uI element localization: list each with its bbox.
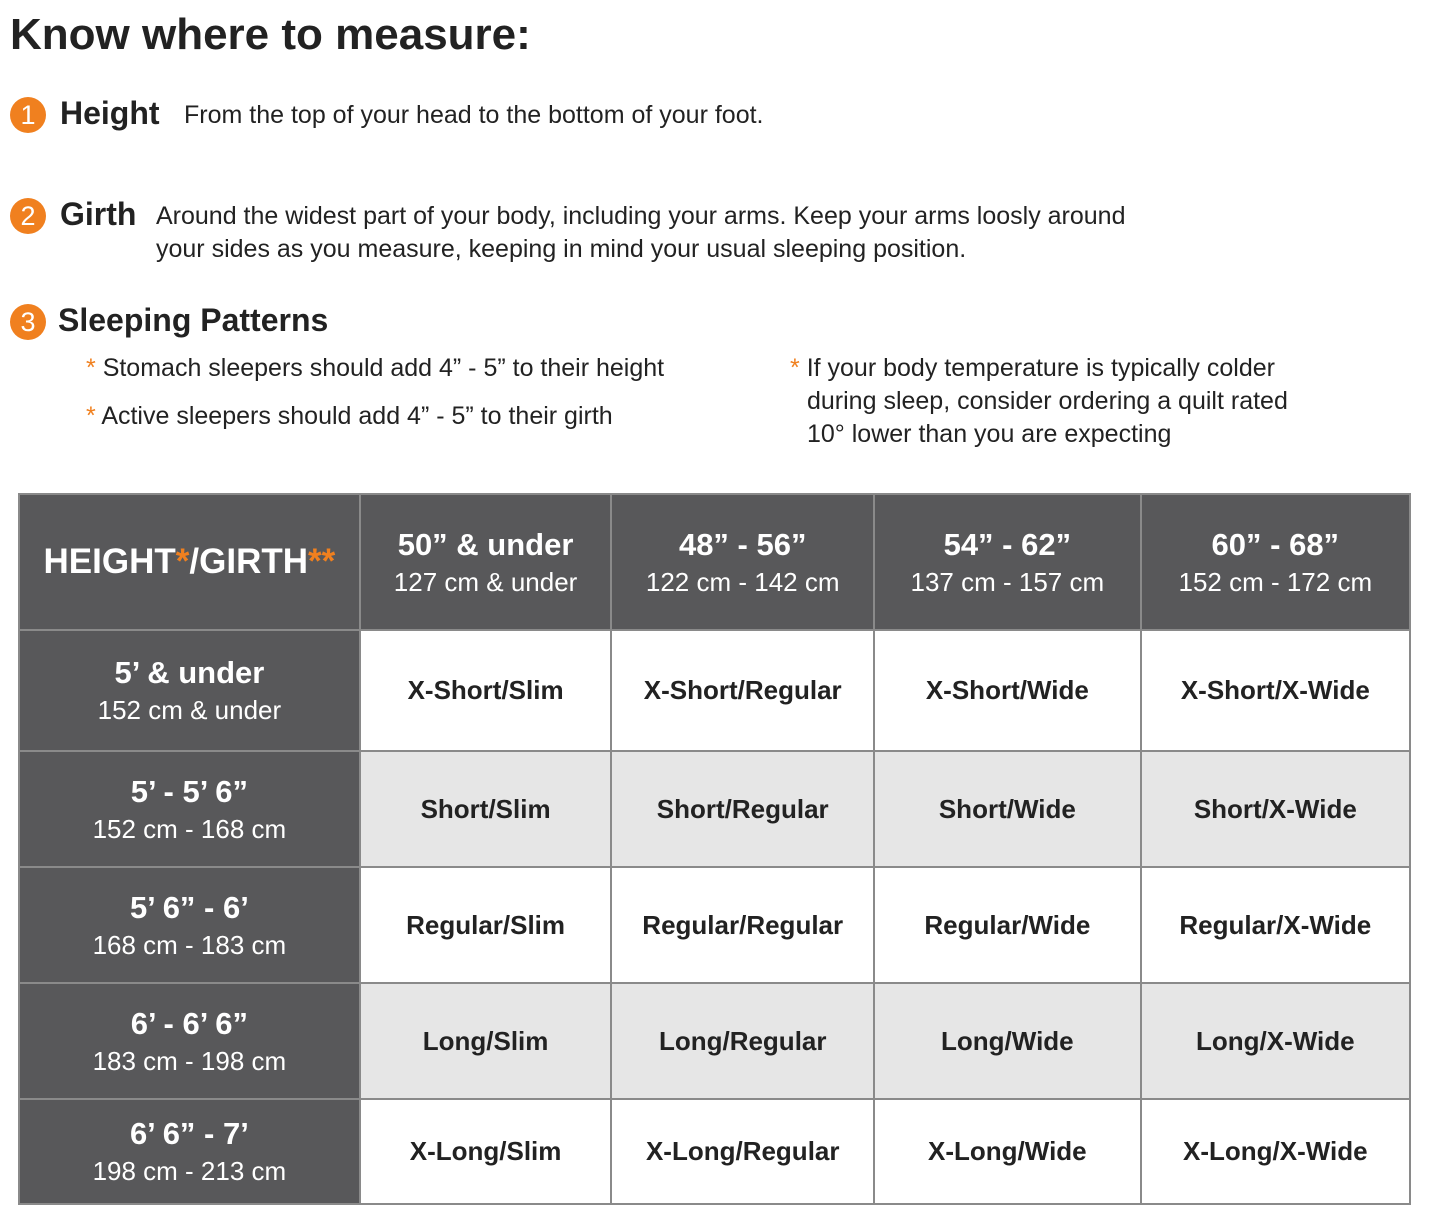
note-stomach: * Stomach sleepers should add 4” - 5” to… [86,352,664,385]
table-row: 5’ - 5’ 6” 152 cm - 168 cm Short/Slim Short… [18,750,1412,868]
header-row: HEIGHT*/GIRTH** 50” & under 127 cm & unde… [18,493,1412,631]
row-cm: 168 cm - 183 cm [92,929,287,960]
size-chart-table: HEIGHT*/GIRTH** 50” & under 127 cm & unde… [18,493,1412,1205]
column-cm: 137 cm - 157 cm [910,566,1105,597]
size-cell: X-Long/X-Wide [1139,1098,1412,1205]
size-cell: Short/Regular [610,750,876,868]
corner-star2: ** [308,542,336,581]
corner-girth: /GIRTH [189,542,308,581]
step-number-3: 3 [10,304,46,340]
table-row: 6’ 6” - 7’ 198 cm - 213 cm X-Long/Slim X-Lo… [18,1098,1412,1205]
step-text-height: From the top of your head to the bottom … [184,101,764,129]
note-cold: * If your body temperature is typically … [790,352,1288,451]
step-number-2: 2 [10,198,46,234]
size-cell: Long/X-Wide [1139,982,1412,1100]
row-header: 5’ & under 152 cm & under [18,629,361,752]
column-header: 60” - 68” 152 cm - 172 cm [1139,493,1412,631]
corner-star1: * [175,542,190,581]
column-inches: 60” - 68” [1211,526,1340,562]
corner-header: HEIGHT*/GIRTH** [18,493,361,631]
size-cell: Regular/Slim [358,866,613,984]
size-cell: X-Long/Wide [873,1098,1142,1205]
size-cell: X-Long/Regular [610,1098,876,1205]
size-cell: Short/X-Wide [1139,750,1412,868]
column-header: 54” - 62” 137 cm - 157 cm [873,493,1142,631]
size-cell: Long/Wide [873,982,1142,1100]
column-header: 50” & under 127 cm & under [358,493,613,631]
column-cm: 152 cm - 172 cm [1178,566,1373,597]
note-star: * [86,354,96,382]
note-star: * [790,354,800,382]
table-row: 5’ & under 152 cm & under X-Short/Slim X-Sh… [18,629,1412,752]
note-cold-line3: 10° lower than you are expecting [807,420,1172,448]
column-inches: 54” - 62” [943,526,1072,562]
corner-height: HEIGHT [43,542,176,581]
size-cell: X-Short/X-Wide [1139,629,1412,752]
column-inches: 48” - 56” [678,526,807,562]
size-cell: X-Long/Slim [358,1098,613,1205]
row-header: 5’ - 5’ 6” 152 cm - 168 cm [18,750,361,868]
note-cold-line1: If your body temperature is typically co… [806,354,1275,382]
note-active: * Active sleepers should add 4” - 5” to … [86,400,613,433]
table-row: 6’ - 6’ 6” 183 cm - 198 cm Long/Slim Long/R… [18,982,1412,1100]
size-cell: Long/Regular [610,982,876,1100]
row-inches: 5’ 6” - 6’ [129,889,249,925]
size-cell: Long/Slim [358,982,613,1100]
row-inches: 5’ - 5’ 6” [130,773,248,809]
row-header: 6’ 6” - 7’ 198 cm - 213 cm [18,1098,361,1205]
row-cm: 152 cm & under [97,695,282,725]
row-header: 6’ - 6’ 6” 183 cm - 198 cm [18,982,361,1100]
row-cm: 183 cm - 198 cm [92,1045,287,1076]
note-active-text: Active sleepers should add 4” - 5” to th… [101,402,613,430]
size-cell: Short/Wide [873,750,1142,868]
row-inches: 6’ - 6’ 6” [130,1005,248,1041]
row-cm: 152 cm - 168 cm [92,813,287,844]
step-label-sleeping-patterns: Sleeping Patterns [58,302,329,338]
size-cell: Regular/Wide [873,866,1142,984]
row-inches: 6’ 6” - 7’ [129,1116,249,1151]
step-label-height: Height [60,95,160,131]
step-text-girth-line1: Around the widest part of your body, inc… [156,202,1126,230]
column-cm: 122 cm - 142 cm [645,566,840,597]
step-number-1: 1 [10,97,46,133]
size-cell: X-Short/Wide [873,629,1142,752]
size-cell: X-Short/Slim [358,629,613,752]
row-cm: 198 cm - 213 cm [92,1156,287,1186]
size-cell: Short/Slim [358,750,613,868]
size-cell: Regular/X-Wide [1139,866,1412,984]
step-text-girth-line2: your sides as you measure, keeping in mi… [156,235,967,263]
column-cm: 127 cm & under [393,566,578,597]
column-header: 48” - 56” 122 cm - 142 cm [610,493,876,631]
table-row: 5’ 6” - 6’ 168 cm - 183 cm Regular/Slim Reg… [18,866,1412,984]
step-label-girth: Girth [60,196,137,232]
note-stomach-text: Stomach sleepers should add 4” - 5” to t… [102,354,665,382]
column-inches: 50” & under [397,526,574,562]
size-cell: X-Short/Regular [610,629,876,752]
size-cell: Regular/Regular [610,866,876,984]
note-cold-line2: during sleep, consider ordering a quilt … [807,387,1288,415]
row-header: 5’ 6” - 6’ 168 cm - 183 cm [18,866,361,984]
row-inches: 5’ & under [114,655,265,690]
page-title: Know where to measure: [10,10,531,59]
note-star: * [86,402,96,430]
